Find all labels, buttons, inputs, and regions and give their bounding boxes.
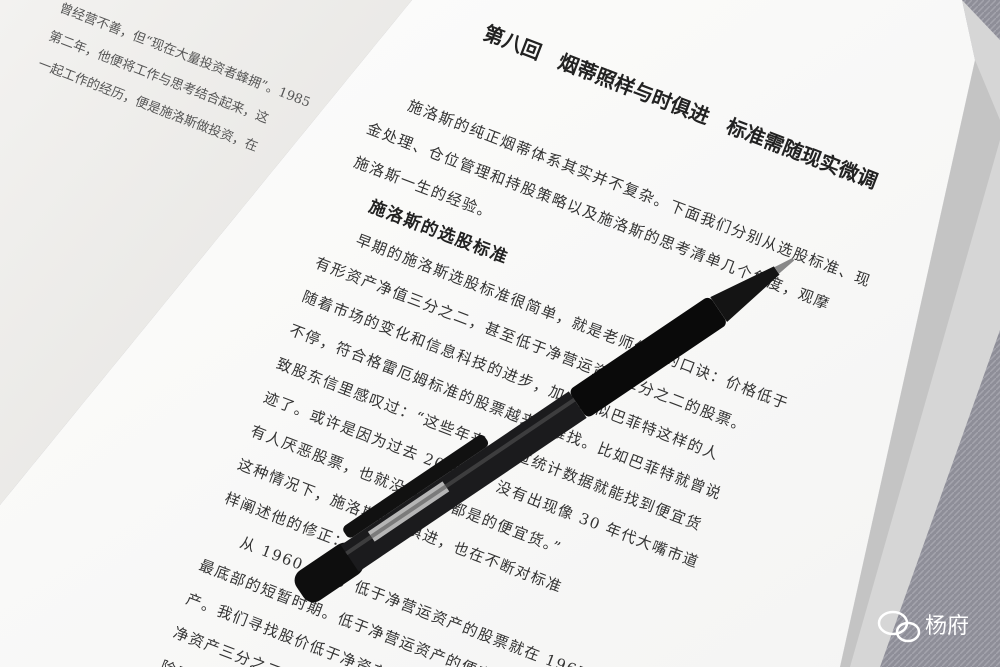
watermark: 杨府 (877, 610, 969, 643)
watermark-text: 杨府 (925, 614, 969, 639)
pen (294, 258, 795, 603)
page-edges-shade (840, 60, 1000, 667)
right-page (0, 0, 975, 667)
